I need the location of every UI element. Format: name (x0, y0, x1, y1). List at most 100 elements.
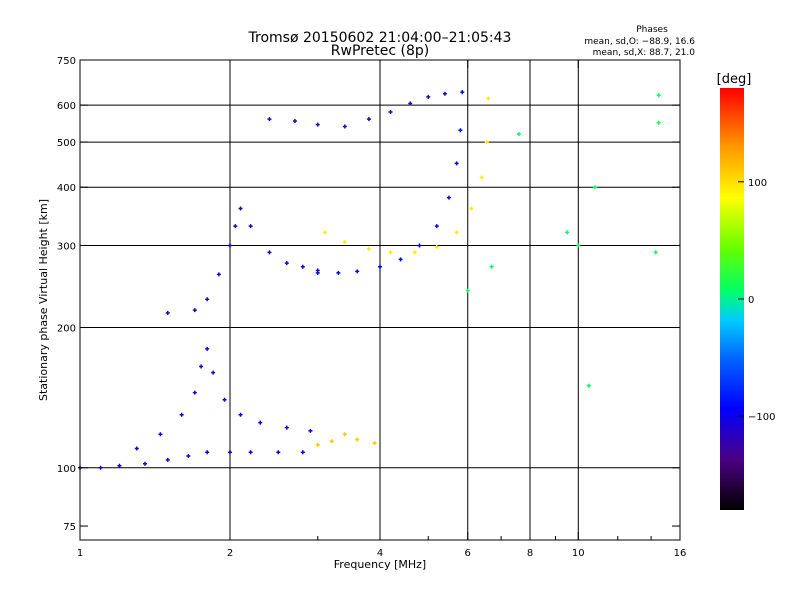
scatter-point (469, 206, 474, 211)
chart-title: Tromsø 20150602 21:04:00–21:05:43 (248, 30, 512, 46)
colorbar-tick-label: 0 (748, 295, 754, 306)
scatter-point (592, 185, 597, 190)
scatter-point (355, 437, 360, 442)
x-tick-label: 6 (465, 548, 471, 559)
y-tick-label: 75 (63, 522, 76, 533)
scatter-point (388, 250, 393, 255)
scatter-point (516, 132, 521, 137)
y-tick-label: 500 (57, 138, 76, 149)
scatter-point (216, 272, 221, 277)
y-tick-label: 300 (57, 241, 76, 252)
scatter-point (576, 243, 581, 248)
scatter-point (656, 120, 661, 125)
scatter-point (300, 450, 305, 455)
plot-grid (80, 60, 680, 540)
y-tick-label: 200 (57, 324, 76, 335)
y-tick-label: 750 (57, 56, 76, 67)
scatter-point (165, 457, 170, 462)
scatter-point (192, 390, 197, 395)
scatter-point (199, 364, 204, 369)
colorbar-label: [deg] (717, 72, 752, 87)
scatter-point (388, 110, 393, 115)
scatter-point (342, 240, 347, 245)
scatter-point (248, 224, 253, 229)
scatter-point (412, 250, 417, 255)
scatter-point (372, 441, 377, 446)
scatter-point (117, 463, 122, 468)
axis-ticks: 1 2 4 6 8 10 16 75 100 200 300 400 500 600 750 (57, 56, 686, 559)
scatter-point (479, 175, 484, 180)
scatter-point (205, 450, 210, 455)
scatter-point (267, 250, 272, 255)
scatter-point (342, 124, 347, 129)
scatter-point (258, 420, 263, 425)
scatter-point (300, 264, 305, 269)
scatter-point (434, 244, 439, 249)
legend-line-o: mean, sd,O: −88.9, 16.6 (584, 37, 695, 47)
x-tick-label: 2 (227, 548, 233, 559)
scatter-point (315, 442, 320, 447)
scatter-point (398, 257, 403, 262)
scatter-point (134, 446, 139, 451)
scatter-point (315, 270, 320, 275)
x-tick-label: 10 (572, 548, 585, 559)
scatter-point (486, 96, 491, 101)
scatter-point (460, 90, 465, 95)
y-tick-label: 600 (57, 101, 76, 112)
scatter-point (205, 297, 210, 302)
x-tick-label: 4 (377, 548, 383, 559)
scatter-point (284, 425, 289, 430)
scatter-point (308, 428, 313, 433)
scatter-point (315, 122, 320, 127)
legend-line-x: mean, sd,X: 88.7, 21.0 (593, 48, 696, 58)
scatter-point (378, 264, 382, 269)
colorbar-tick-label: 100 (748, 178, 767, 189)
scatter-point (329, 439, 334, 444)
scatter-point (586, 383, 591, 388)
scatter-point (233, 224, 238, 229)
scatter-point (454, 230, 459, 235)
x-tick-label: 8 (527, 548, 533, 559)
scatter-point (465, 288, 470, 293)
scatter-point (653, 250, 658, 255)
scatter-point (434, 224, 439, 229)
scatter-point (565, 230, 570, 235)
scatter-point (426, 94, 431, 99)
scatter-point (165, 310, 170, 315)
scatter-point (322, 230, 327, 235)
colorbar-ticks: −100 0 100 (738, 178, 775, 423)
scatter-point (446, 195, 451, 200)
scatter-point (489, 264, 494, 269)
scatter-point (248, 450, 253, 455)
scatter-point (442, 91, 447, 96)
scatter-point (408, 101, 413, 106)
colorbar-tick-label: −100 (748, 412, 775, 423)
scatter-point (484, 140, 489, 145)
scatter-points (78, 90, 661, 470)
scatter-point (366, 246, 371, 251)
scatter-point (158, 432, 163, 437)
x-tick-label: 16 (674, 548, 687, 559)
scatter-point (98, 465, 103, 470)
scatter-point (276, 450, 281, 455)
scatter-point (228, 450, 232, 455)
scatter-point (186, 454, 191, 459)
scatter-point (228, 243, 232, 248)
scatter-point (355, 269, 360, 274)
scatter-point (238, 206, 243, 211)
scatter-point (211, 370, 216, 375)
scatter-point (417, 243, 422, 248)
x-tick-label: 1 (77, 548, 83, 559)
y-axis-label: Stationary phase Virtual Height [km] (37, 199, 50, 401)
scatter-point (292, 118, 297, 123)
scatter-point (458, 128, 463, 133)
scatter-point (179, 412, 184, 417)
legend-title: Phases (636, 25, 668, 35)
scatter-point (454, 161, 459, 166)
chart-subtitle: RwPretec (8p) (331, 43, 429, 59)
scatter-point (222, 397, 227, 402)
scatter-point (366, 117, 371, 122)
scatter-point (192, 308, 197, 313)
y-tick-label: 400 (57, 183, 76, 194)
